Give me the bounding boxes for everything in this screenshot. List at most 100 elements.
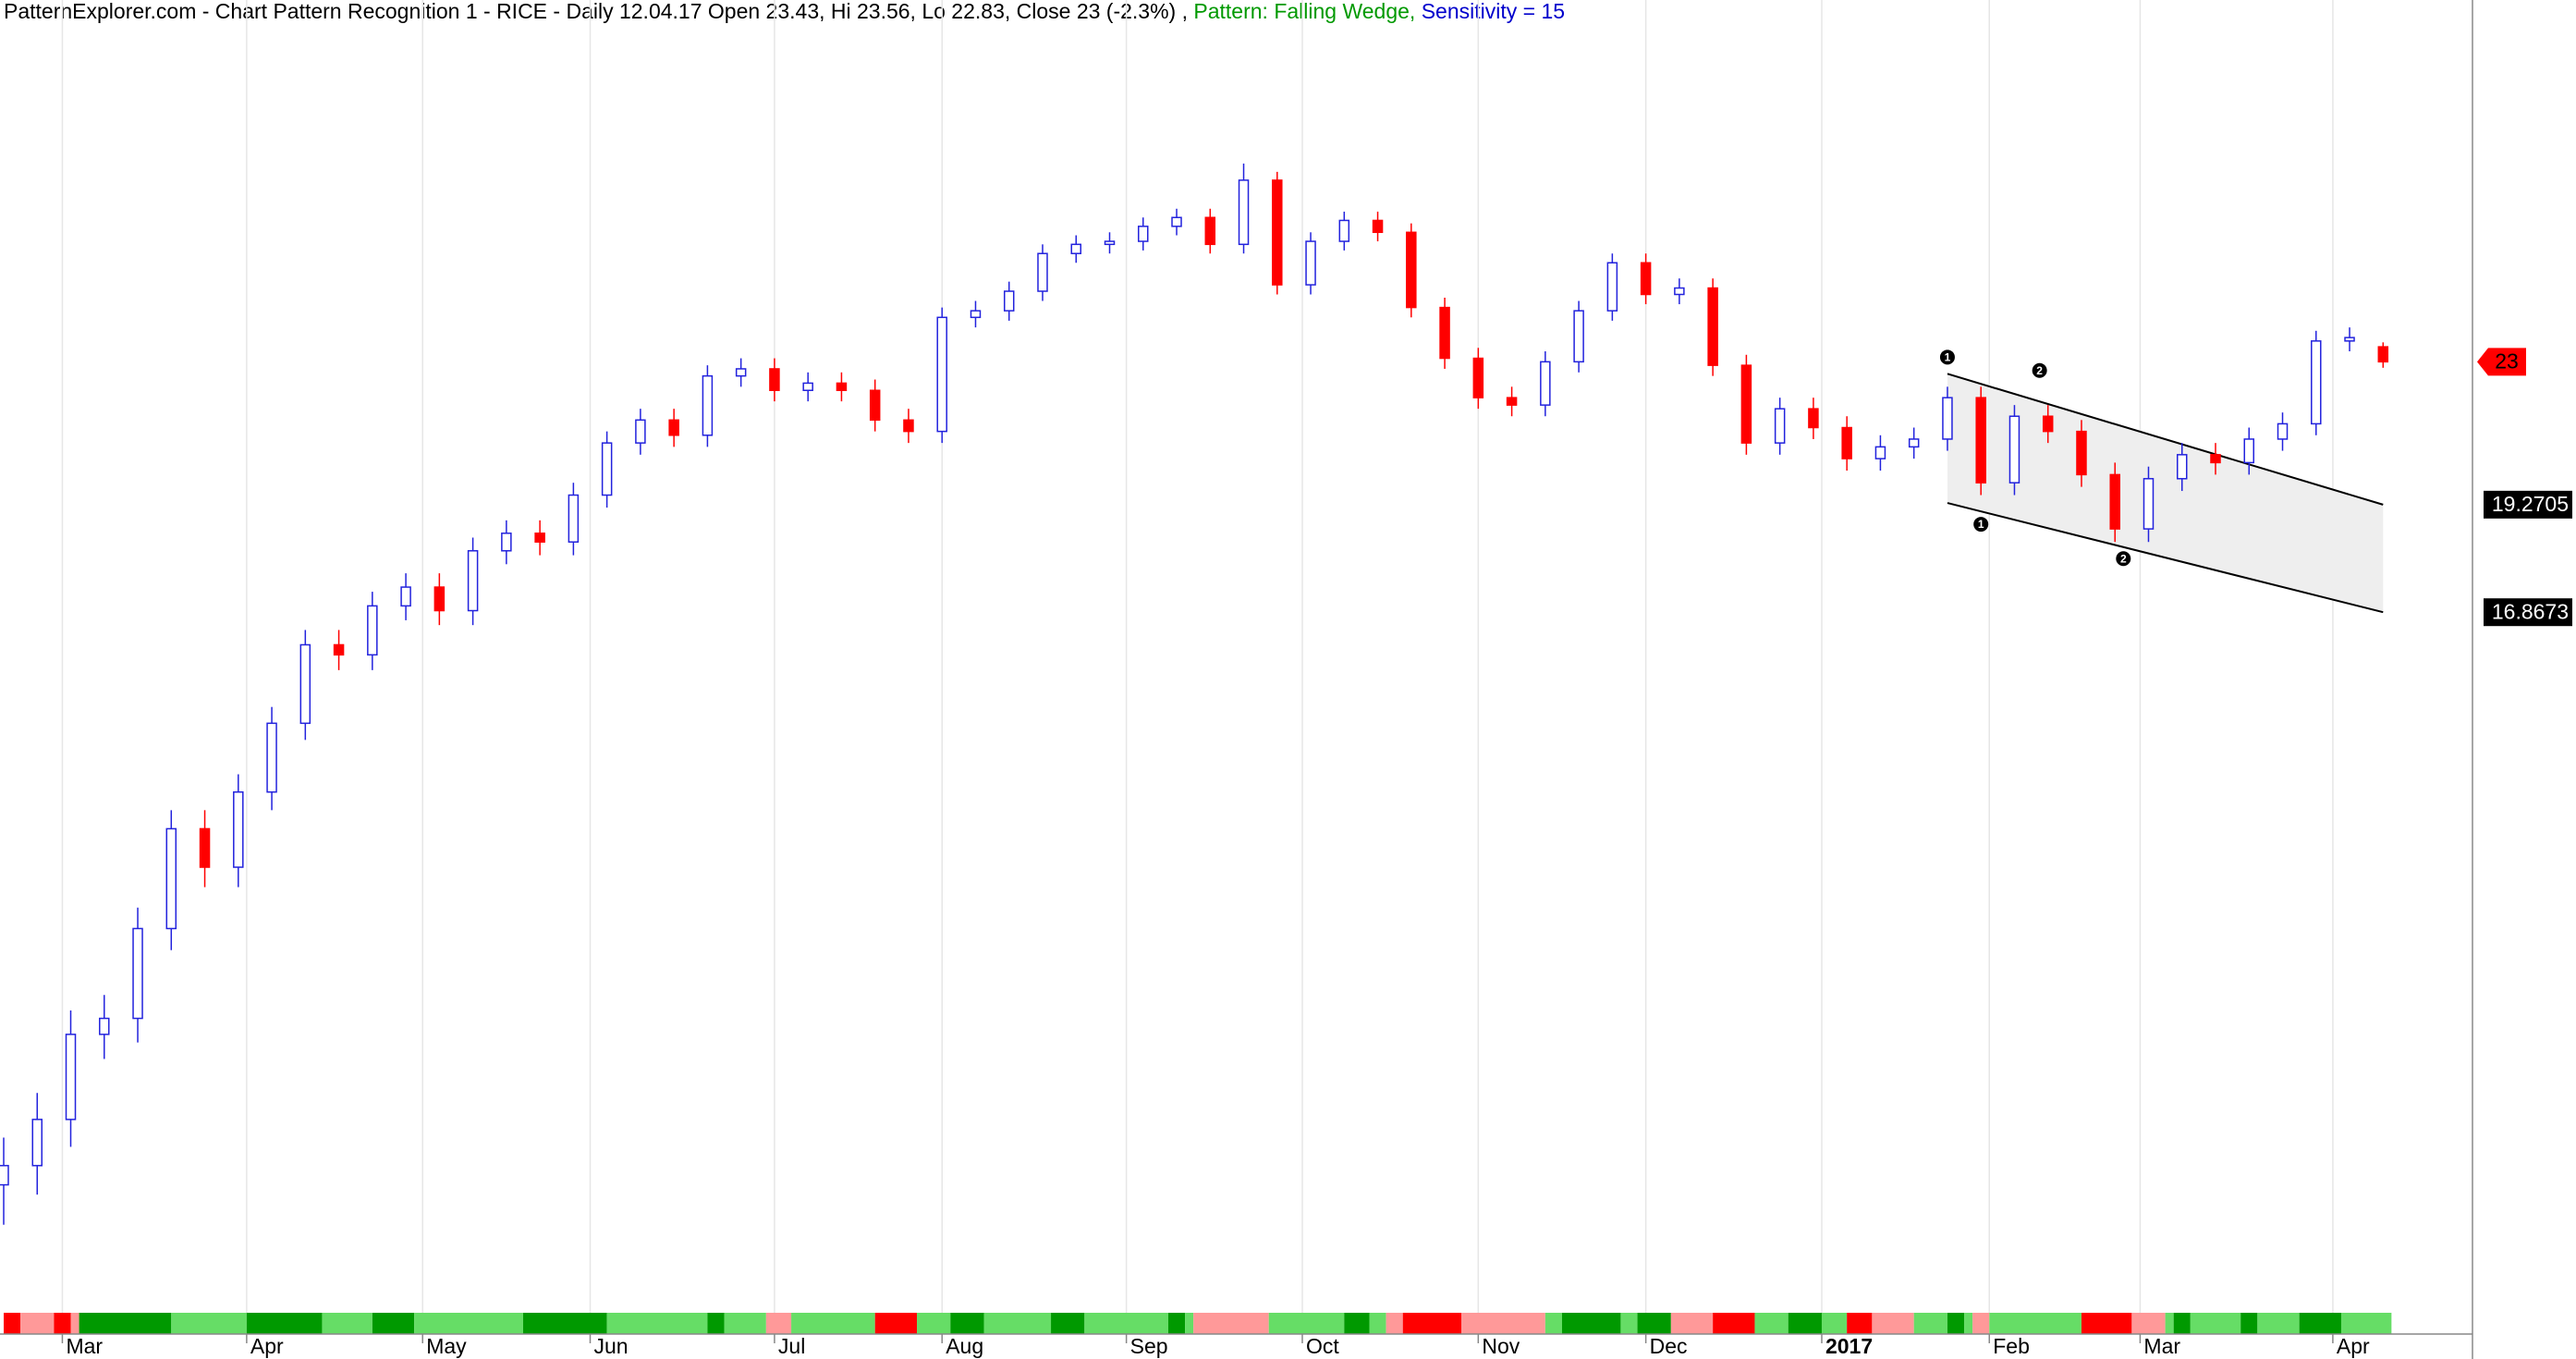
condition-segment bbox=[1637, 1313, 1671, 1334]
condition-segment bbox=[414, 1313, 523, 1334]
candle-body bbox=[1204, 216, 1216, 246]
candle-body bbox=[132, 927, 143, 1020]
candle-body bbox=[1138, 226, 1149, 242]
title-part: PatternExplorer.com - Chart Pattern Reco… bbox=[4, 0, 1193, 23]
pivot-marker bbox=[2116, 551, 2131, 567]
candle-body bbox=[1104, 240, 1116, 246]
x-tick-label: Sep bbox=[1130, 1334, 1168, 1358]
level-label: 16.8673 bbox=[2492, 599, 2569, 623]
pivot-label: 2 bbox=[2120, 552, 2127, 565]
candle-body bbox=[1439, 306, 1450, 360]
condition-segment bbox=[1947, 1313, 1965, 1334]
candle-body bbox=[2176, 454, 2188, 480]
condition-segment bbox=[1268, 1313, 1345, 1334]
condition-segment bbox=[2257, 1313, 2300, 1334]
condition-segment bbox=[606, 1313, 708, 1334]
condition-segment bbox=[2081, 1313, 2132, 1334]
x-tick-label: Oct bbox=[1306, 1334, 1339, 1358]
candle-body bbox=[1472, 357, 1484, 398]
x-tick-label: Nov bbox=[1482, 1334, 1520, 1358]
candle-body bbox=[2076, 430, 2087, 476]
last-price-tag bbox=[2477, 348, 2526, 376]
condition-segment bbox=[707, 1313, 725, 1334]
condition-segment bbox=[874, 1313, 918, 1334]
condition-segment bbox=[79, 1313, 172, 1334]
candle-body bbox=[165, 827, 177, 930]
condition-segment bbox=[372, 1313, 415, 1334]
candle-body bbox=[668, 419, 679, 436]
condition-segment bbox=[1964, 1313, 1973, 1334]
candle-body bbox=[433, 586, 446, 612]
last-price-label: 23 bbox=[2495, 349, 2519, 373]
candle-body bbox=[2311, 340, 2322, 425]
x-tick-label: Apr bbox=[2337, 1334, 2370, 1358]
title-part: Sensitivity = 15 bbox=[1415, 0, 1565, 23]
candle-body bbox=[1238, 179, 1250, 246]
candle-body bbox=[2344, 337, 2355, 342]
candle-body bbox=[0, 1165, 9, 1186]
condition-segment bbox=[1788, 1313, 1822, 1334]
candle-body bbox=[2210, 454, 2221, 464]
candle-body bbox=[1506, 397, 1518, 406]
candle-body bbox=[869, 389, 881, 422]
condition-segment bbox=[2299, 1313, 2341, 1334]
condition-segment bbox=[1989, 1313, 2082, 1334]
condition-segment bbox=[2165, 1313, 2174, 1334]
condition-segment bbox=[1713, 1313, 1755, 1334]
candle-body bbox=[1540, 361, 1551, 406]
condition-segment bbox=[1754, 1313, 1789, 1334]
candle-body bbox=[1372, 219, 1384, 234]
condition-segment bbox=[1561, 1313, 1621, 1334]
candle-body bbox=[1908, 438, 1920, 448]
candle-body bbox=[635, 419, 646, 444]
candle-body bbox=[1674, 287, 1685, 296]
title-part: Pattern: Falling Wedge, bbox=[1193, 0, 1415, 23]
condition-segment bbox=[765, 1313, 792, 1334]
x-tick-label: Feb bbox=[1993, 1334, 2030, 1358]
condition-segment bbox=[171, 1313, 247, 1334]
candle-body bbox=[1841, 426, 1852, 459]
condition-segment bbox=[2173, 1313, 2191, 1334]
wedge-line bbox=[1947, 502, 2384, 614]
condition-segment bbox=[1167, 1313, 1186, 1334]
candle-body bbox=[1975, 397, 1986, 484]
candle-body bbox=[233, 790, 244, 868]
candle-body bbox=[2243, 438, 2255, 464]
candle-body bbox=[1942, 397, 1953, 440]
candle-body bbox=[568, 494, 580, 543]
candle-body bbox=[2109, 473, 2120, 530]
wedge-line bbox=[1947, 373, 2384, 506]
x-tick-label: Aug bbox=[946, 1334, 983, 1358]
candle-body bbox=[2042, 415, 2054, 433]
pivot-label: 1 bbox=[1978, 518, 1984, 531]
condition-segment bbox=[4, 1313, 21, 1334]
pivot-marker bbox=[1973, 517, 1989, 533]
candle-body bbox=[1338, 219, 1350, 242]
condition-segment bbox=[1051, 1313, 1085, 1334]
candle-body bbox=[99, 1017, 110, 1035]
candle-body bbox=[1272, 179, 1283, 286]
condition-segment bbox=[1344, 1313, 1370, 1334]
candle-body bbox=[936, 316, 947, 433]
candle-body bbox=[367, 605, 378, 656]
pivot-label: 2 bbox=[2036, 364, 2043, 377]
condition-segment bbox=[1386, 1313, 1403, 1334]
condition-segment bbox=[1913, 1313, 1947, 1334]
x-tick-label: Jul bbox=[778, 1334, 805, 1358]
candle-body bbox=[1774, 408, 1786, 444]
candle-body bbox=[501, 533, 512, 552]
candle-body bbox=[1740, 364, 1752, 444]
condition-segment bbox=[522, 1313, 607, 1334]
candle-body bbox=[702, 374, 714, 436]
candle-body bbox=[970, 310, 982, 319]
candle-body bbox=[802, 382, 813, 392]
condition-segment bbox=[1670, 1313, 1714, 1334]
candle-body bbox=[31, 1119, 43, 1167]
wedge-area bbox=[1947, 373, 2384, 613]
candle-body bbox=[1003, 290, 1015, 312]
pivot-marker bbox=[1939, 349, 1955, 365]
condition-segment bbox=[322, 1313, 372, 1334]
candle-body bbox=[1305, 240, 1316, 286]
candle-body bbox=[1808, 408, 1819, 429]
